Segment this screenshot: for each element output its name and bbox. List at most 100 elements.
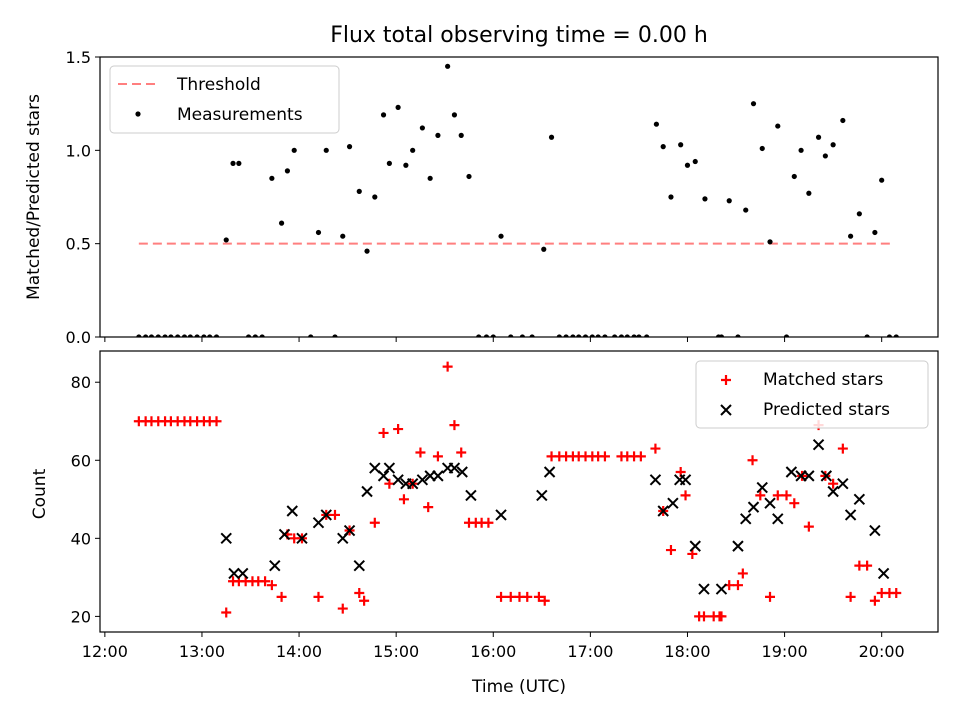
measurement-point [372, 194, 378, 200]
measurement-point [541, 246, 547, 252]
predicted-star-point [286, 505, 298, 517]
predicted-star-point [689, 540, 701, 552]
predicted-star-point [877, 567, 890, 580]
measurement-point [356, 188, 362, 194]
top-chart-panel: 0.0 0.5 1.0 1.5 Threshold Measurements [66, 48, 939, 347]
matched-star-point [772, 490, 783, 501]
measurement-point [168, 334, 174, 337]
top-legend: Threshold Measurements [109, 65, 340, 134]
top-y-axis-label: Matched/Predicted stars [24, 94, 44, 300]
measurement-point [589, 334, 595, 337]
predicted-star-point [820, 470, 833, 482]
predicted-star-point [756, 481, 768, 494]
matched-star-point [384, 478, 395, 489]
matched-star-point [599, 451, 610, 462]
measurement-point [864, 334, 870, 337]
matched-star-point [837, 443, 848, 454]
predicted-star-point [228, 567, 240, 580]
measurement-point [692, 158, 698, 165]
measurement-point [194, 334, 200, 337]
measurement-point [466, 173, 472, 180]
measurement-point [419, 125, 425, 131]
predicted-star-point [383, 462, 396, 474]
legend-measurement-swatch [135, 111, 141, 117]
predicted-star-point [649, 474, 662, 486]
measurement-point [148, 334, 155, 337]
y-tick-label: 60 [71, 451, 91, 470]
measurement-point [252, 334, 258, 337]
matched-star-point [781, 490, 792, 501]
matched-star-point [803, 521, 814, 532]
y-tick-label: 0.5 [66, 235, 91, 254]
y-tick-label: 80 [71, 373, 91, 392]
matched-star-point [737, 568, 748, 579]
predicted-star-point [667, 497, 679, 509]
measurement-point [653, 121, 660, 127]
predicted-star-point [740, 513, 752, 525]
measurement-point [291, 147, 297, 153]
matched-star-point [505, 591, 516, 602]
matched-star-point [716, 611, 727, 622]
matched-star-point [337, 603, 348, 614]
matched-star-point [765, 591, 776, 602]
matched-star-point [456, 447, 467, 458]
predicted-star-point [764, 497, 776, 509]
predicted-star-point [827, 485, 839, 498]
matched-star-point [533, 591, 544, 602]
matched-star-point [680, 490, 691, 501]
matched-star-point [635, 451, 646, 462]
predicted-star-point [237, 567, 249, 580]
measurement-point [490, 334, 496, 337]
legend-box [695, 360, 929, 429]
measurement-point [410, 147, 416, 153]
measurement-point [162, 334, 168, 337]
matched-star-point [276, 591, 287, 602]
measurement-point [759, 145, 765, 152]
matched-star-point [698, 611, 709, 622]
legend-measurement-label: Measurements [177, 105, 303, 125]
measurement-point [783, 334, 790, 337]
measurement-point [259, 334, 265, 337]
measurement-point [435, 132, 441, 138]
matched-star-point [732, 580, 743, 591]
measurement-point [798, 147, 804, 153]
matched-star-point [393, 424, 404, 435]
measurement-point [427, 175, 433, 181]
y-tick-label: 20 [71, 607, 91, 626]
measurement-point [386, 160, 392, 166]
measurement-point [175, 334, 181, 337]
measurement-point [735, 334, 741, 337]
predicted-star-point [536, 489, 548, 502]
measurement-point [284, 168, 291, 174]
matched-star-point [483, 517, 494, 528]
matched-star-point [359, 595, 370, 606]
measurement-point [602, 334, 608, 337]
x-tick-label: 17:00 [567, 642, 613, 661]
measurement-point [458, 132, 464, 138]
predicted-star-point [432, 470, 444, 482]
predicted-star-point [406, 477, 419, 490]
matched-star-point [313, 591, 324, 602]
matched-star-point [891, 587, 902, 598]
predicted-star-point [657, 505, 669, 517]
y-tick-label: 1.5 [66, 48, 91, 67]
predicted-star-point [747, 501, 760, 513]
measurement-point [476, 334, 482, 337]
measurement-point [181, 334, 188, 337]
predicted-star-point [296, 532, 308, 545]
measurement-point [660, 144, 666, 150]
predicted-star-point [456, 466, 468, 478]
measurement-point [143, 334, 149, 337]
predicted-star-point [392, 474, 404, 486]
measurement-point [822, 153, 828, 159]
measurement-point [618, 334, 625, 337]
measurement-point [684, 162, 691, 168]
measurement-point [483, 334, 490, 337]
predicted-star-point [869, 524, 881, 537]
measurement-point [213, 334, 220, 337]
measurement-point [806, 190, 812, 196]
measurement-point [230, 160, 236, 166]
legend-threshold-label: Threshold [176, 75, 261, 95]
measurement-point [840, 117, 846, 124]
predicted-star-point [837, 477, 849, 490]
